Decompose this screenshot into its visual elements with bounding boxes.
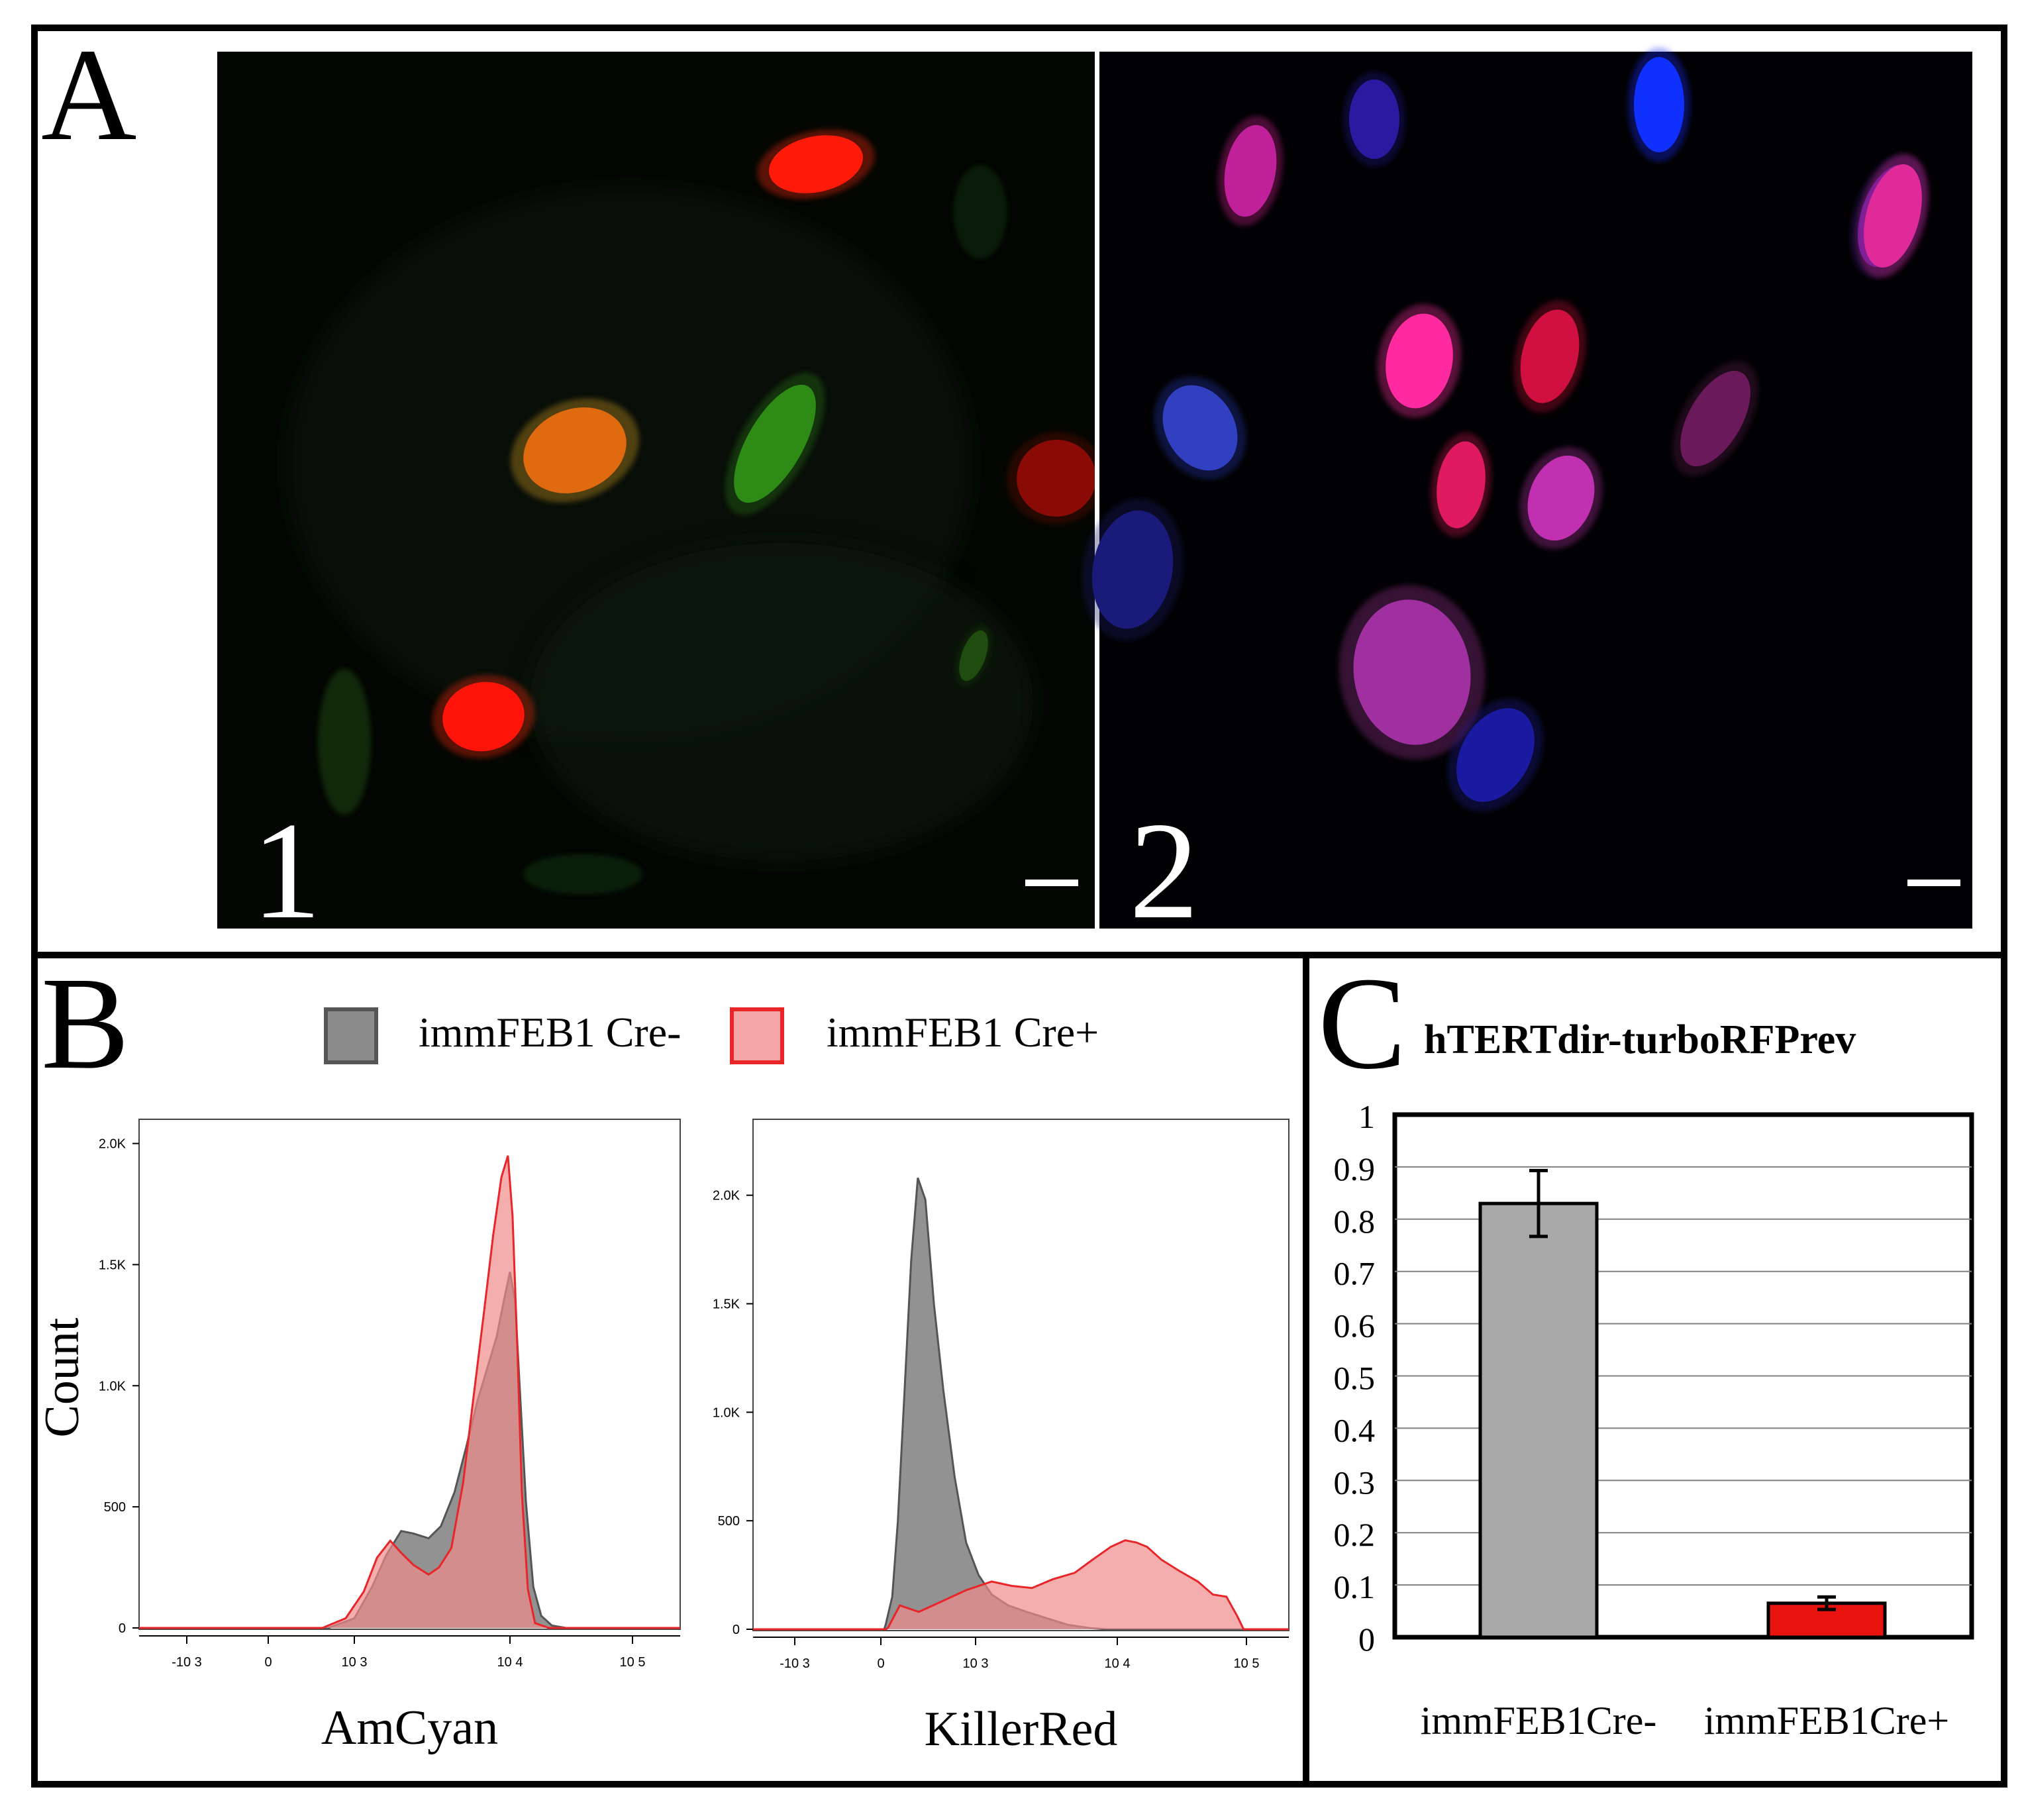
y-tick-label: 1.0K — [713, 1405, 740, 1420]
x-axis-label: AmCyan — [321, 1701, 498, 1755]
nucleus — [1353, 599, 1471, 745]
y-tick-label: 0.3 — [1334, 1464, 1376, 1501]
y-tick-label: 0.9 — [1334, 1150, 1376, 1188]
micrograph-2-label: 2 — [1129, 794, 1199, 948]
y-tick-label: 500 — [104, 1500, 126, 1515]
y-tick-label: 1.5K — [713, 1297, 740, 1312]
panel-c-title: hTERTdir-turboRFPrev — [1424, 1017, 1856, 1062]
nucleus — [442, 682, 525, 752]
legend-swatch-cre-neg — [324, 1007, 378, 1064]
y-tick-label: 0.8 — [1334, 1203, 1376, 1240]
y-tick-label: 2.0K — [99, 1137, 126, 1152]
histogram-fill-cre-neg — [139, 1272, 680, 1628]
panel-a-label: A — [41, 22, 136, 168]
micrograph-2: 2 — [1082, 47, 1972, 948]
legend-label-cre-pos: immFEB1 Cre+ — [827, 1009, 1099, 1056]
nucleus — [1520, 309, 1580, 403]
nucleus — [1349, 79, 1399, 159]
y-tick-label: 500 — [718, 1514, 740, 1529]
nucleus — [1017, 439, 1096, 517]
x-category-label: immFEB1Cre+ — [1704, 1699, 1950, 1743]
micrograph-1: 1 — [217, 52, 1106, 948]
x-tick-label: 10 5 — [1234, 1656, 1260, 1671]
histogram-line-cre-pos — [753, 1539, 1289, 1631]
y-tick-label: 0.5 — [1334, 1360, 1376, 1397]
legend: immFEB1 Cre- immFEB1 Cre+ — [324, 1007, 1099, 1064]
y-tick-label: 0.1 — [1334, 1568, 1376, 1605]
nucleus — [1224, 125, 1277, 217]
scale-bar-2 — [1907, 880, 1960, 886]
y-tick-label: 1.0K — [99, 1379, 126, 1393]
nucleus — [959, 630, 988, 682]
nucleus — [1162, 385, 1238, 471]
nucleus — [1091, 510, 1174, 629]
y-tick-label: 0.4 — [1334, 1411, 1376, 1448]
y-tick-label: 2.0K — [713, 1189, 740, 1203]
y-tick-label: 1 — [1358, 1098, 1375, 1135]
histogram-line-cre-pos — [139, 1155, 680, 1629]
x-tick-label: -10 3 — [172, 1655, 202, 1670]
x-tick-label: 0 — [877, 1656, 884, 1671]
histogram-killerred: 0 500 1.0K 1.5K 2.0K -10 3 0 10 3 10 4 10 5 Killer… — [713, 1119, 1289, 1756]
x-tick-label: 10 4 — [1105, 1656, 1131, 1671]
micrograph-1-label: 1 — [252, 794, 321, 948]
nucleus — [769, 135, 863, 193]
x-tick-label: 10 5 — [620, 1655, 646, 1670]
y-tick-label: 0.2 — [1334, 1516, 1376, 1553]
nucleus — [1437, 441, 1486, 529]
x-tick-label: 0 — [264, 1655, 272, 1670]
x-tick-label: 10 3 — [342, 1655, 368, 1670]
nucleus — [1386, 313, 1453, 409]
legend-label-cre-neg: immFEB1 Cre- — [419, 1009, 681, 1056]
legend-swatch-cre-pos — [730, 1007, 784, 1064]
y-tick-label: 0 — [733, 1623, 740, 1637]
histogram-fill-cre-pos — [753, 1540, 1289, 1629]
panel-b-label: B — [41, 950, 129, 1097]
histogram-amcyan: 0 500 1.0K 1.5K 2.0K -10 3 0 10 3 10 4 10 5 AmCyan — [99, 1119, 681, 1755]
bar-chart: 0 0.1 0.2 0.3 0.4 0.5 0.6 0.7 0.8 0.9 1 immFEB1Cre-… — [1334, 1098, 1974, 1743]
panel-c-border — [1303, 952, 2007, 1788]
x-tick-label: 10 4 — [497, 1655, 523, 1670]
x-category-label: immFEB1Cre- — [1421, 1699, 1657, 1743]
nucleus — [1680, 370, 1750, 467]
x-tick-label: -10 3 — [780, 1656, 810, 1671]
nucleus — [1527, 455, 1595, 541]
histogram-ylabel: Count — [35, 1317, 89, 1437]
bar — [1478, 1201, 1599, 1639]
nucleus — [734, 384, 816, 503]
y-tick-label: 0 — [119, 1621, 126, 1636]
nucleus — [1864, 164, 1922, 268]
y-tick-label: 0 — [1358, 1621, 1375, 1658]
y-tick-label: 1.5K — [99, 1258, 126, 1272]
panel-c-label: C — [1318, 950, 1406, 1097]
plot-frame — [752, 1119, 1289, 1631]
y-tick-label: 0.7 — [1334, 1255, 1376, 1292]
nucleus — [1634, 57, 1684, 152]
y-tick-label: 0.6 — [1334, 1307, 1376, 1344]
x-tick-label: 10 3 — [963, 1656, 989, 1671]
x-axis-label: KillerRed — [925, 1702, 1118, 1756]
nucleus — [523, 407, 627, 493]
scale-bar-1 — [1025, 880, 1078, 886]
nucleus — [1456, 708, 1535, 802]
micrograph-divider — [1095, 52, 1099, 929]
